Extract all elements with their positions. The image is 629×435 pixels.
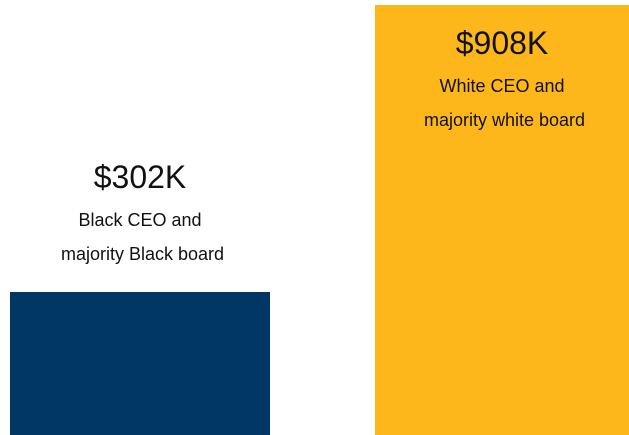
- category-label: White CEO and majority white board: [419, 76, 585, 130]
- value-label: $908K: [456, 25, 549, 61]
- bar: [10, 291, 270, 435]
- value-label: $302K: [94, 159, 187, 195]
- category-label: Black CEO and majority Black board: [56, 210, 224, 264]
- bar: [375, 5, 629, 435]
